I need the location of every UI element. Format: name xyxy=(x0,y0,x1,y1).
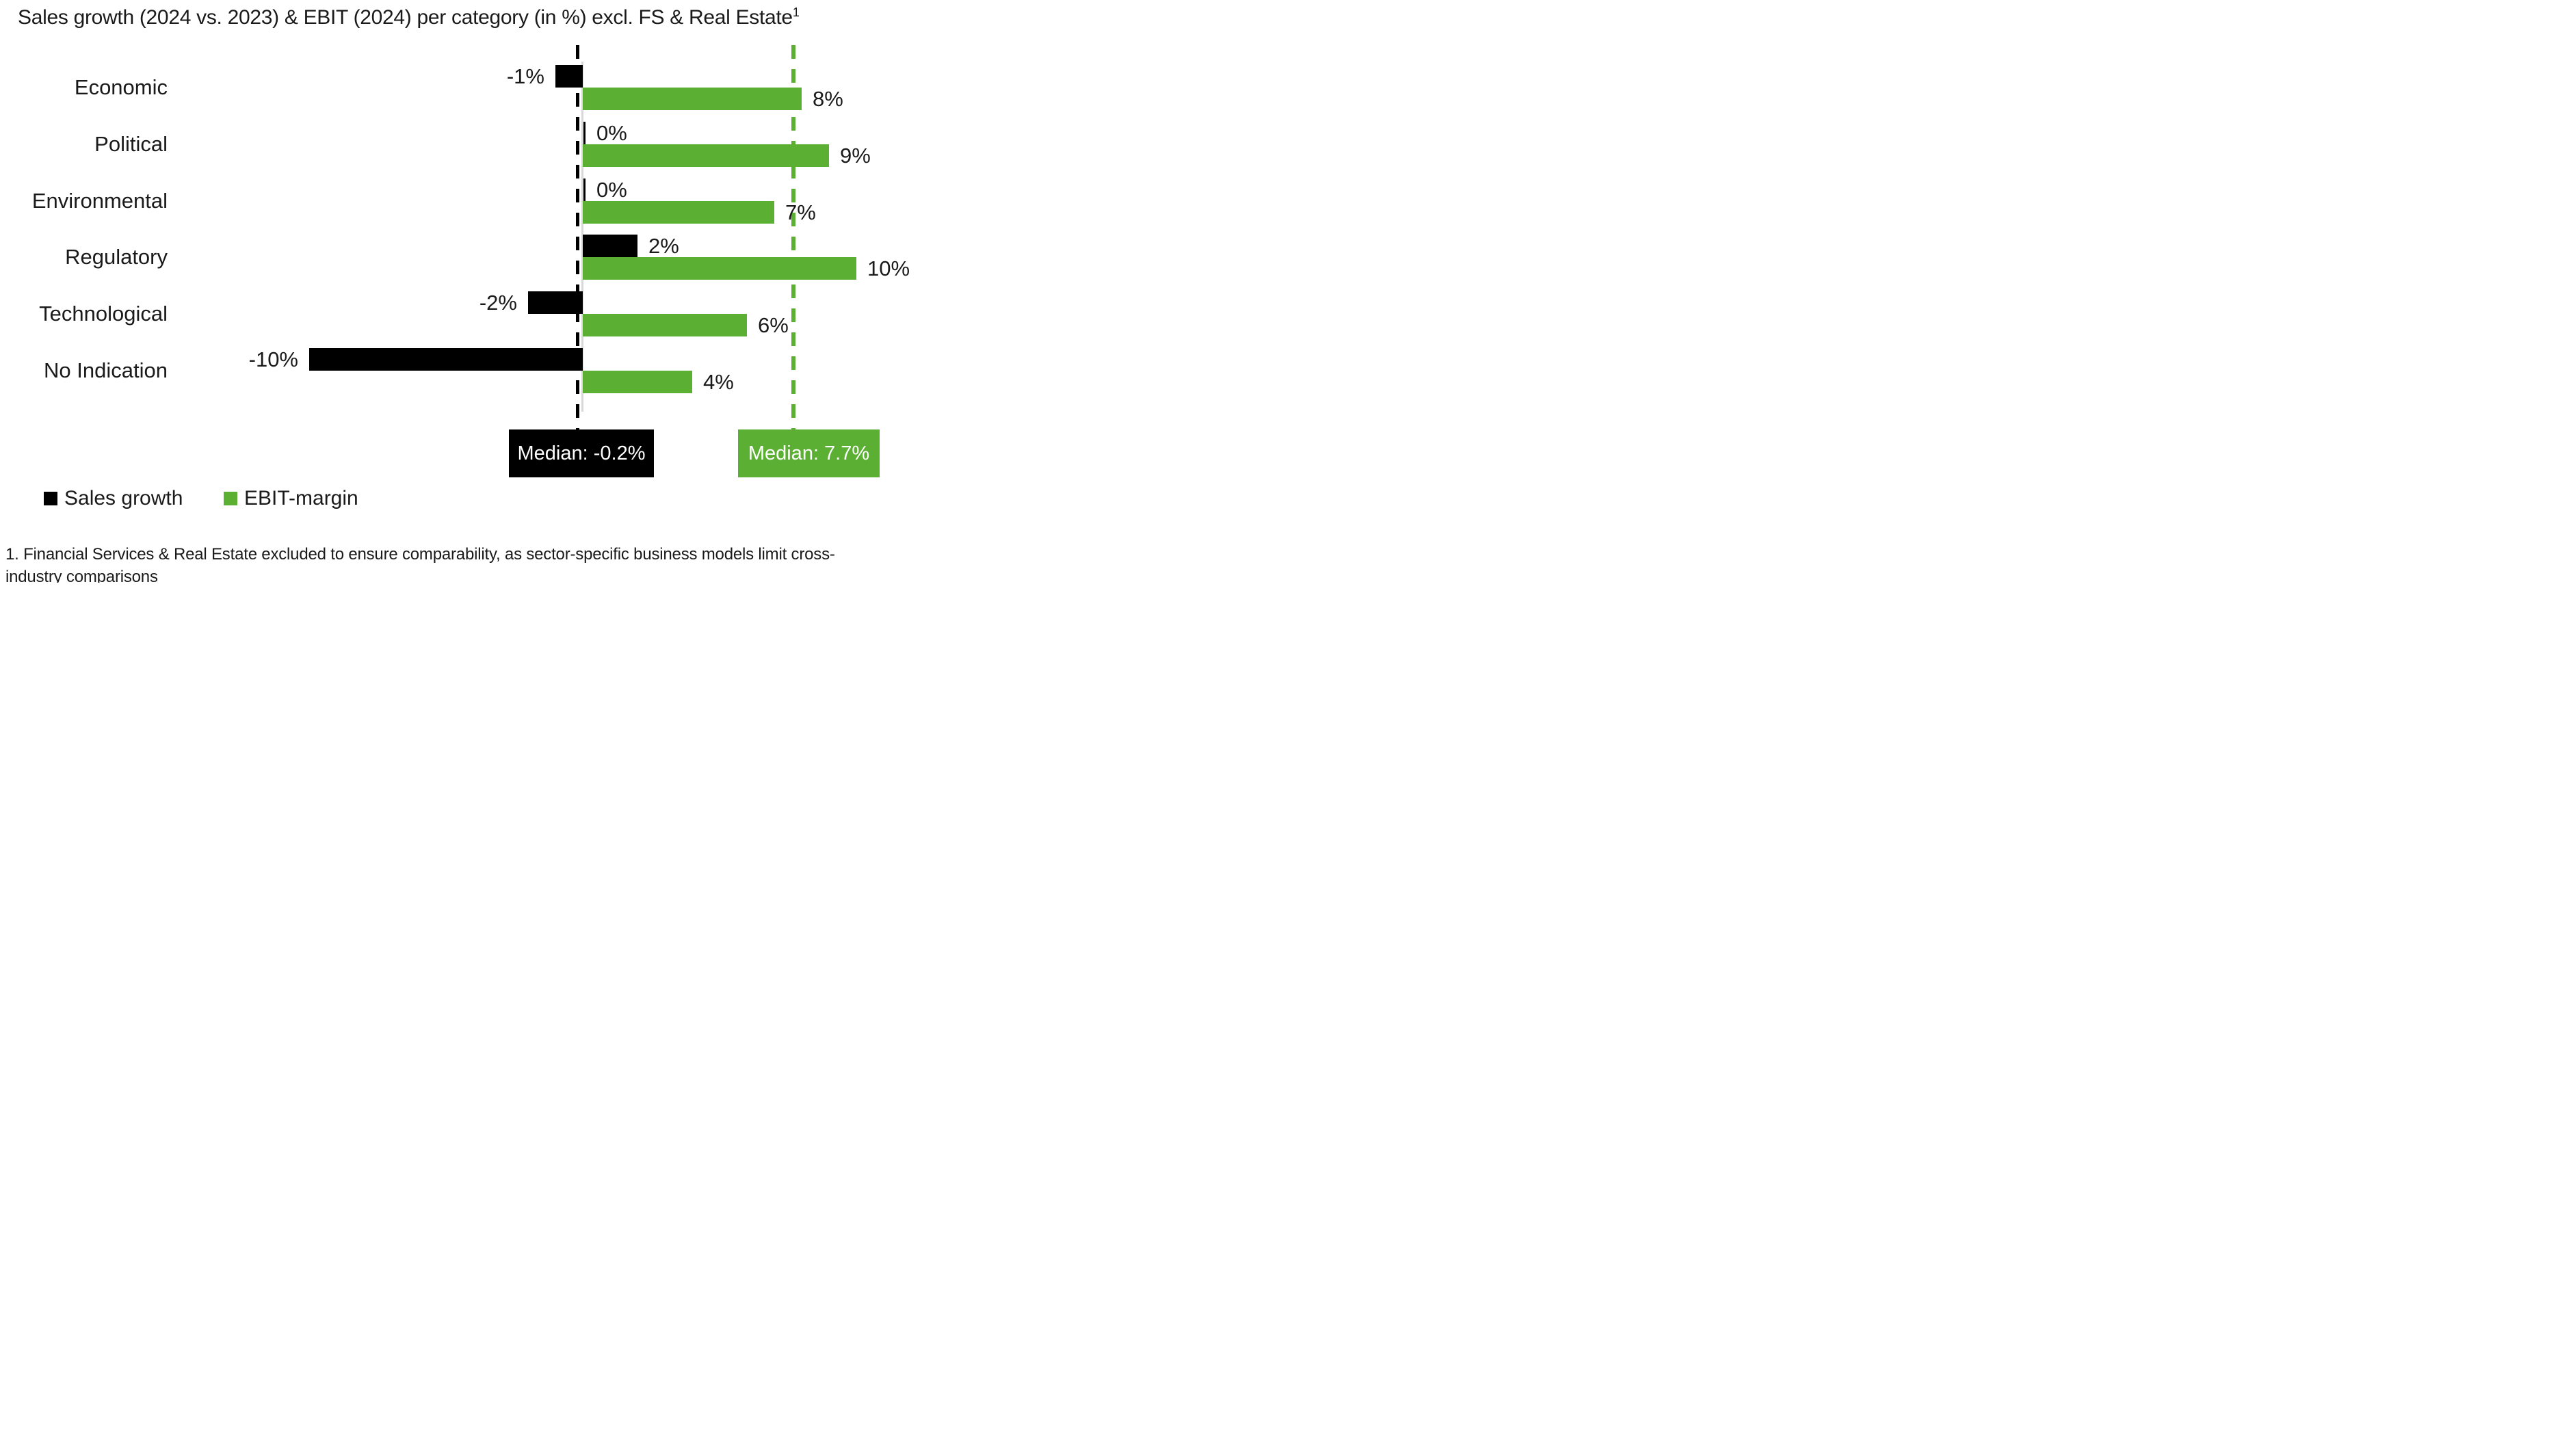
ebit-median-box: Median: 7.7% xyxy=(738,429,880,477)
ebit-margin-bar xyxy=(583,257,856,280)
footnote-line-1: 1. Financial Services & Real Estate excl… xyxy=(5,545,835,564)
sales-growth-value-label: -1% xyxy=(506,64,544,88)
sales-growth-bar xyxy=(583,235,637,258)
sales-growth-value-label: 0% xyxy=(596,177,627,202)
sales-growth-bar xyxy=(528,291,583,315)
bar-chart: Economic -1% 8% Political 0% 9% Environmental 0… xyxy=(0,0,1026,583)
sales-growth-zero-tick xyxy=(583,178,586,201)
ebit-margin-swatch-icon xyxy=(224,492,237,505)
legend-label: Sales growth xyxy=(64,487,183,509)
ebit-margin-value-label: 9% xyxy=(840,143,871,168)
sales-growth-value-label: 0% xyxy=(596,120,627,145)
slide-page: Sales growth (2024 vs. 2023) & EBIT (202… xyxy=(0,0,1026,583)
sales-growth-value-label: 2% xyxy=(648,234,679,259)
category-label: Regulatory xyxy=(65,245,168,269)
category-label: Economic xyxy=(74,75,168,99)
category-label: No Indication xyxy=(44,358,168,382)
ebit-margin-value-label: 8% xyxy=(813,87,843,111)
category-label: Technological xyxy=(39,302,168,326)
ebit-margin-value-label: 4% xyxy=(703,370,734,394)
sales-growth-value-label: -2% xyxy=(479,291,517,315)
category-label: Environmental xyxy=(31,188,168,213)
sales-growth-value-label: -10% xyxy=(248,347,298,371)
zero-axis-line xyxy=(581,62,583,412)
sales-growth-zero-tick xyxy=(583,121,586,144)
ebit-margin-value-label: 10% xyxy=(867,256,910,281)
ebit-margin-bar xyxy=(583,200,774,224)
ebit-margin-bar xyxy=(583,314,747,337)
ebit-margin-bar xyxy=(583,371,692,393)
chart-title-text: Sales growth (2024 vs. 2023) & EBIT (202… xyxy=(18,6,793,29)
ebit-margin-value-label: 7% xyxy=(785,200,816,224)
footnote: 1. Financial Services & Real Estate excl… xyxy=(5,543,835,583)
ebit-margin-bar xyxy=(583,144,829,167)
sales-growth-swatch-icon xyxy=(44,492,57,505)
sales-growth-bar xyxy=(555,65,583,88)
chart-title: Sales growth (2024 vs. 2023) & EBIT (202… xyxy=(18,5,800,29)
ebit-margin-value-label: 6% xyxy=(758,313,789,338)
sales-growth-bar xyxy=(309,348,583,371)
sales-median-box: Median: -0.2% xyxy=(509,429,654,477)
legend-label: EBIT-margin xyxy=(244,487,358,509)
chart-title-footnote-marker: 1 xyxy=(792,5,800,19)
ebit-median-dashed-line xyxy=(791,45,795,429)
footnote-line-2: industry comparisons xyxy=(5,568,158,583)
sales-median-dashed-line xyxy=(575,45,579,429)
category-label: Political xyxy=(94,131,168,156)
ebit-margin-bar xyxy=(583,88,802,110)
